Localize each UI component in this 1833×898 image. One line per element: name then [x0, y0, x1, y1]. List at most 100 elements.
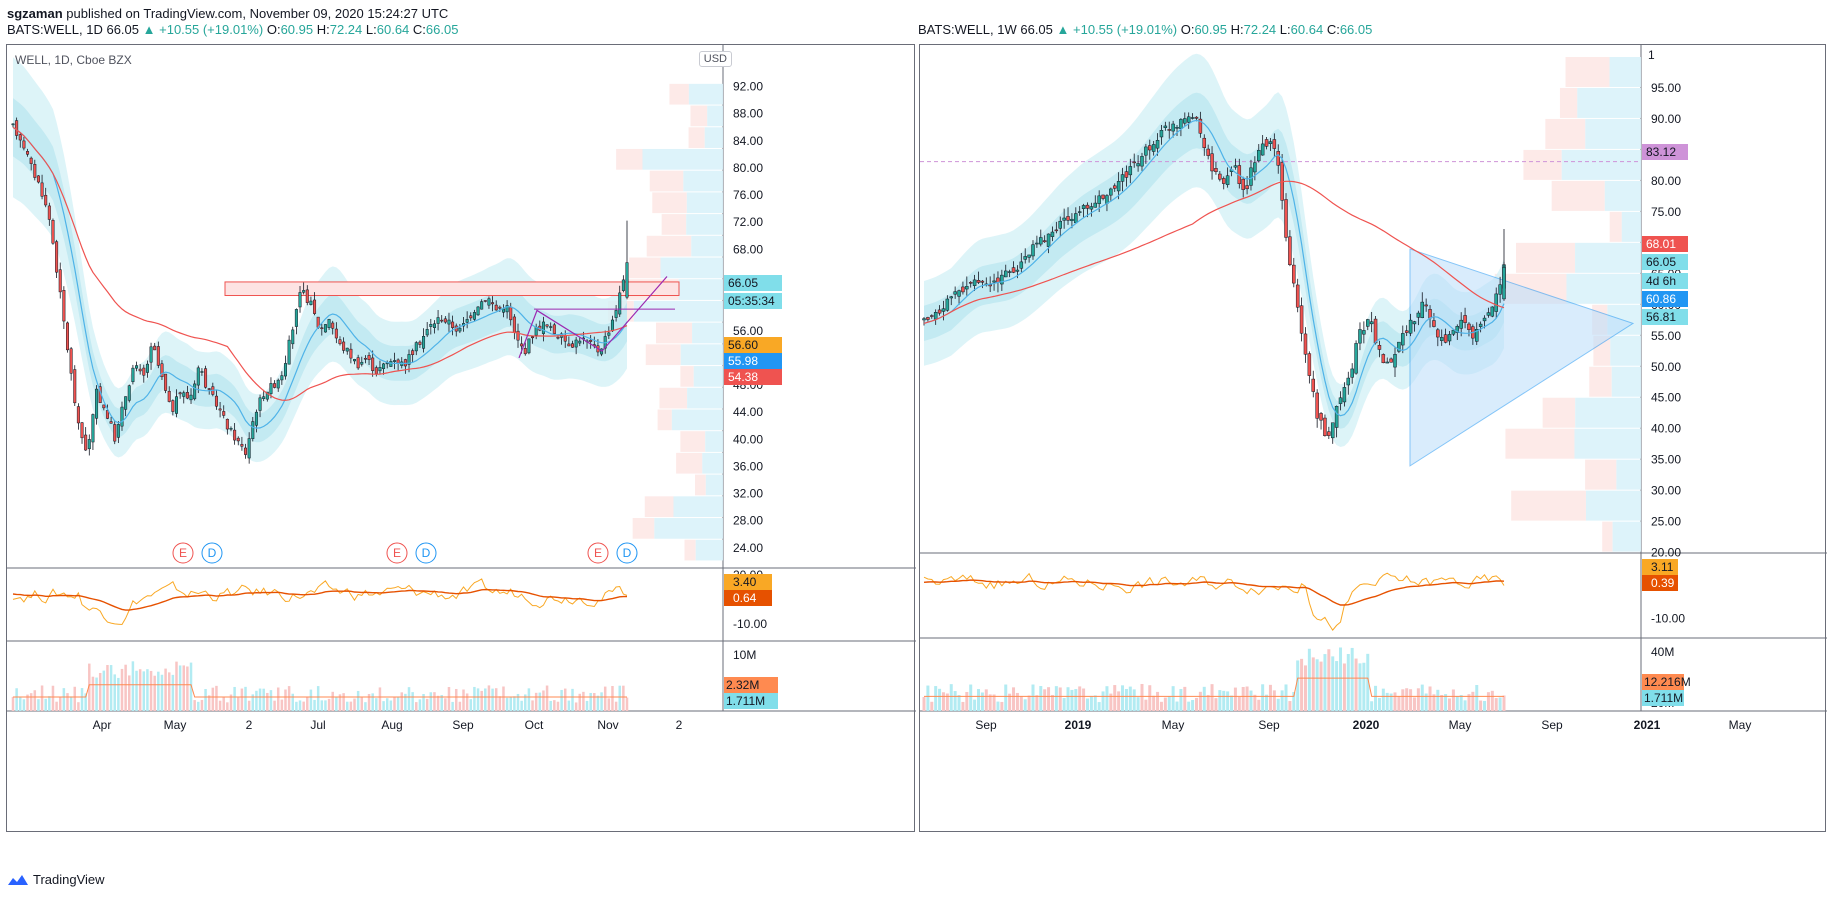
volume-bar — [1031, 684, 1035, 711]
currency-button[interactable]: USD — [698, 51, 732, 67]
candle-body — [1148, 145, 1152, 151]
price-tick-label: 28.00 — [733, 514, 763, 528]
volume-profile-bar — [1612, 521, 1641, 552]
volume-bar — [1085, 698, 1089, 711]
volume-bar — [1132, 689, 1136, 711]
volume-bar — [1159, 701, 1163, 711]
oscillator-tag-label: 3.11 — [1651, 560, 1674, 574]
weekly-chart-panel[interactable]: 95.0090.0085.0080.0075.0070.0065.0060.00… — [919, 44, 1827, 833]
candle-body — [941, 308, 946, 312]
volume-bar — [502, 686, 505, 711]
volume-bar — [44, 698, 47, 711]
candle-body — [447, 319, 451, 325]
volume-profile-bar — [1516, 242, 1576, 273]
candle-body — [1482, 317, 1487, 322]
volume-bar — [73, 686, 77, 711]
candle-body — [1443, 334, 1448, 343]
volume-bar — [1148, 685, 1152, 711]
volume-bar — [77, 702, 80, 711]
volume-bar — [1455, 696, 1459, 711]
volume-tag — [724, 677, 778, 693]
volume-bar — [505, 697, 509, 711]
candle-body — [933, 312, 938, 320]
candle-body — [138, 368, 142, 372]
author-name[interactable]: sgzaman — [7, 6, 63, 21]
volume-bar — [1058, 687, 1062, 711]
candle-body — [142, 367, 146, 376]
volume-bar — [1268, 684, 1272, 711]
volume-profile-bar — [688, 83, 723, 105]
volume-bar — [342, 693, 345, 711]
volume-bar — [95, 677, 98, 711]
candle-body — [407, 354, 411, 365]
price-tick-label: 24.00 — [733, 541, 763, 555]
time-tick-label: Sep — [1541, 718, 1563, 732]
candle-body — [618, 292, 622, 315]
volume-bar — [1230, 695, 1234, 711]
price-tick-label: 55.00 — [1651, 329, 1681, 343]
volume-bar — [1218, 690, 1222, 711]
candle-body — [945, 298, 950, 311]
volume-bar — [1074, 689, 1078, 711]
candle-body — [174, 396, 178, 414]
price-tag — [1642, 273, 1688, 289]
daily-chart-panel[interactable]: 92.0088.0084.0080.0076.0072.0068.0060.00… — [6, 44, 916, 833]
volume-bar — [1015, 692, 1019, 711]
open-value: 60.95 — [280, 22, 314, 37]
volume-bar — [938, 688, 942, 711]
fast-moving-average — [12, 126, 628, 429]
last-candle-body — [625, 262, 629, 298]
volume-bar — [182, 665, 186, 711]
tradingview-logo-icon[interactable] — [7, 873, 29, 887]
volume-bar — [578, 693, 582, 711]
weekly-chart-canvas[interactable]: 95.0090.0085.0080.0075.0070.0065.0060.00… — [920, 45, 1827, 833]
volume-bar — [1214, 698, 1218, 711]
volume-bar — [1315, 659, 1319, 711]
volume-bar — [149, 670, 153, 711]
time-tick-label: Nov — [597, 718, 618, 732]
candle-body — [291, 329, 295, 345]
candle-body — [1303, 333, 1308, 355]
candle-body — [1011, 267, 1016, 273]
candle-body — [1140, 156, 1144, 167]
candle-body — [273, 383, 277, 388]
volume-bar — [320, 700, 324, 711]
candle-body — [436, 317, 440, 324]
volume-bar — [1377, 697, 1381, 711]
volume-profile-bar — [686, 192, 723, 214]
candle-body — [1112, 185, 1117, 189]
volume-bar — [1035, 695, 1039, 711]
candle-body — [36, 175, 40, 183]
volume-bar — [973, 699, 977, 711]
volume-bar — [1078, 686, 1082, 711]
volume-profile-bar — [1575, 397, 1641, 428]
volume-bar — [447, 687, 451, 711]
volume-profile-bar — [1566, 273, 1641, 304]
volume-bar — [69, 696, 73, 711]
volume-profile-bar — [1545, 118, 1586, 149]
daily-chart-canvas[interactable]: 92.0088.0084.0080.0076.0072.0068.0060.00… — [7, 45, 916, 833]
right-legend: BATS:WELL, 1W 66.05 ▲ +10.55 (+19.01%) O… — [918, 22, 1372, 37]
volume-bar — [120, 668, 124, 711]
volume-bar — [84, 693, 87, 711]
candle-body — [1381, 354, 1386, 364]
candle-body — [1350, 368, 1354, 378]
volume-bar — [1019, 696, 1023, 711]
volume-bar — [385, 698, 389, 711]
volume-bar — [146, 669, 149, 711]
candle-body — [1428, 309, 1432, 319]
volume-bar — [1167, 696, 1171, 711]
tradingview-brand[interactable]: TradingView — [33, 872, 105, 887]
volume-bar — [109, 665, 113, 711]
inner-band — [13, 98, 627, 443]
volume-bar — [1191, 700, 1195, 711]
volume-bar — [175, 661, 178, 711]
volume-bar — [465, 693, 469, 711]
volume-bar — [596, 695, 600, 711]
volume-bar — [189, 662, 193, 711]
volume-profile-bar — [656, 322, 693, 344]
volume-bar — [1089, 695, 1093, 711]
volume-bar — [549, 700, 552, 711]
candle-body — [1233, 165, 1238, 168]
volume-bar — [186, 666, 189, 711]
